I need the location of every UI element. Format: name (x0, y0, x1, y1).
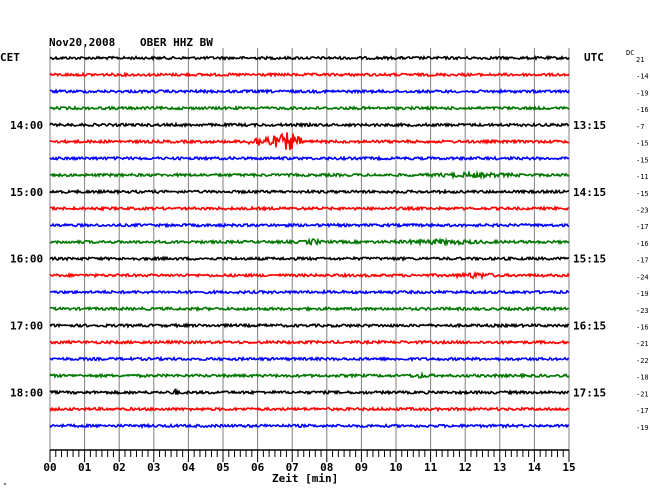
dc-offset-row-15: -23 (636, 307, 649, 315)
dc-offset-row-4: -7 (636, 123, 644, 131)
left-time-label: 18:00 (10, 386, 43, 399)
trace-row-13 (49, 270, 570, 281)
dc-offset-row-20: -21 (636, 390, 649, 398)
left-timezone-label: CET (0, 51, 20, 64)
x-tick-label: 15 (562, 461, 575, 474)
x-tick-label: 09 (355, 461, 368, 474)
trace-row-7 (49, 169, 570, 181)
x-tick-label: 10 (389, 461, 402, 474)
trace-row-3 (49, 104, 570, 112)
left-time-label: 17:00 (10, 320, 43, 333)
dc-offset-row-19: -18 (636, 374, 649, 382)
x-tick-label: 14 (528, 461, 542, 474)
x-tick-label: 02 (113, 461, 126, 474)
trace-row-0 (49, 55, 570, 62)
trace-row-4 (49, 121, 569, 129)
trace-row-2 (50, 88, 570, 95)
dc-offset-row-6: -15 (636, 156, 649, 164)
corner-mark: " (3, 482, 7, 490)
left-time-label: 14:00 (10, 119, 43, 132)
right-time-label: 16:15 (573, 320, 606, 333)
right-time-label: 13:15 (573, 119, 606, 132)
left-time-label: 16:00 (10, 253, 43, 266)
chart-station: OBER HHZ BW (140, 36, 213, 49)
right-time-label: 17:15 (573, 386, 606, 399)
trace-row-9 (49, 205, 570, 212)
x-tick-label: 01 (78, 461, 92, 474)
trace-row-19 (49, 370, 570, 380)
dc-offset-row-9: -23 (636, 206, 649, 214)
grid (49, 48, 570, 450)
dc-offset-row-3: -16 (636, 106, 649, 114)
trace-row-15 (49, 305, 570, 313)
dc-offset-row-18: -22 (636, 357, 649, 365)
x-tick-label: 08 (320, 461, 333, 474)
dc-offset-row-10: -17 (636, 223, 649, 231)
dc-offset-row-2: -19 (636, 89, 649, 97)
dc-offset-row-1: -14 (636, 73, 649, 81)
trace-row-1 (49, 71, 570, 78)
trace-row-22 (49, 422, 570, 430)
dc-offset-row-11: -16 (636, 240, 649, 248)
left-time-label: 15:00 (10, 186, 43, 199)
x-tick-label: 13 (493, 461, 506, 474)
x-tick-label: 00 (43, 461, 56, 474)
dc-offset-row-12: -17 (636, 257, 649, 265)
trace-row-14 (49, 288, 570, 296)
dc-label: DC (626, 49, 634, 57)
right-timezone-label: UTC (584, 51, 604, 64)
dc-offset-row-21: -17 (636, 407, 649, 415)
dc-offset-row-14: -19 (636, 290, 649, 298)
traces (49, 55, 570, 430)
right-time-label: 14:15 (573, 186, 606, 199)
trace-row-18 (49, 355, 570, 363)
dc-offset-row-17: -21 (636, 340, 649, 348)
right-time-label: 15:15 (573, 253, 606, 266)
trace-row-8 (49, 188, 570, 195)
chart-date: Nov20,2008 (49, 36, 115, 49)
dc-offset-row-22: -19 (636, 424, 649, 432)
x-tick-label: 04 (182, 461, 196, 474)
dc-offset-row-8: -15 (636, 190, 649, 198)
trace-row-20 (49, 387, 570, 396)
x-tick-label: 11 (424, 461, 438, 474)
x-tick-label: 12 (459, 461, 472, 474)
x-axis: 00 01 02 03 04 05 06 07 08 09 10 11 12 13 14 15 (43, 449, 576, 474)
trace-row-11 (49, 237, 570, 248)
dc-offset-row-13: -24 (636, 273, 649, 281)
x-tick-label: 07 (286, 461, 299, 474)
trace-row-6 (49, 155, 570, 162)
x-tick-label: 06 (251, 461, 265, 474)
x-axis-label: Zeit [min] (272, 472, 338, 485)
x-tick-label: 03 (147, 461, 160, 474)
trace-row-16 (49, 322, 570, 329)
trace-row-5 (49, 132, 570, 151)
time-labels: -14 -19 -16 -7 -15 -15 -11 -15 -23 -17 -16 -17 -24 -1… (10, 73, 649, 432)
dc-offset-row-5: -15 (636, 140, 649, 148)
dc-offset-row-16: -16 (636, 324, 649, 332)
trace-row-21 (49, 405, 570, 413)
dc-offset-row-7: -11 (636, 173, 649, 181)
trace-row-12 (49, 255, 570, 262)
trace-row-10 (49, 222, 570, 229)
dc-first-value: 21 (636, 56, 644, 64)
x-tick-label: 05 (216, 461, 229, 474)
trace-row-17 (49, 338, 570, 346)
